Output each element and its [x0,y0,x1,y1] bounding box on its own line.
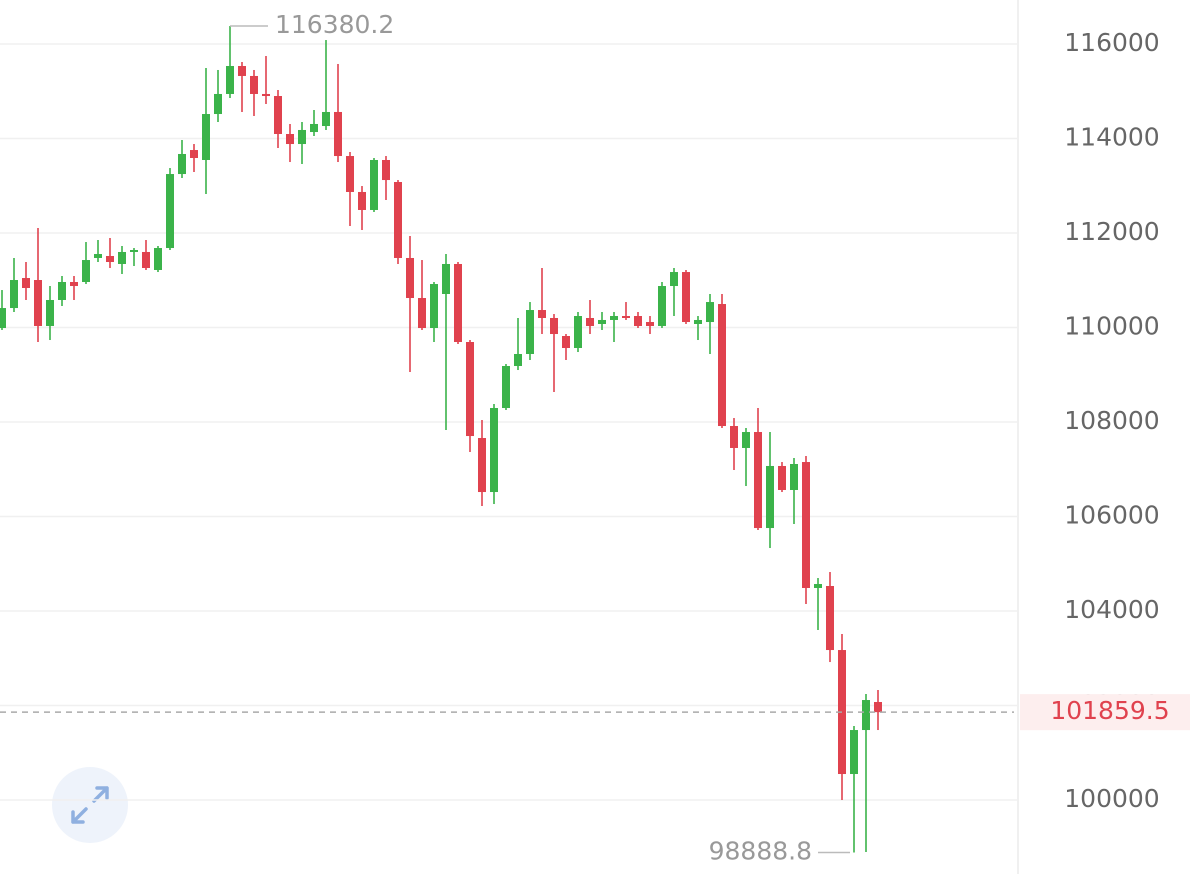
y-tick-label: 100000 [1064,784,1159,813]
min-label: 98888.8 [709,837,812,866]
y-tick-label: 108000 [1064,406,1159,435]
candle-body [478,438,486,493]
candle-body [94,254,102,258]
candle-body [274,96,282,135]
candle-body [502,366,510,409]
y-tick-label: 104000 [1064,595,1159,624]
expand-button[interactable] [52,767,128,843]
candle-body [190,150,198,159]
candle-body [154,248,162,270]
candle-body [142,251,150,269]
candle-body [370,159,378,210]
candle-body [58,281,66,300]
candle-body [646,322,654,326]
candle-body [742,432,750,448]
candle-body [574,316,582,349]
candle-body [262,93,270,97]
candle-body [166,174,174,249]
candle-body [346,156,354,192]
expand-icon[interactable] [71,786,109,824]
candle-body [802,462,810,588]
candle-body [454,263,462,343]
candle-body [862,700,870,731]
candle-body [118,251,126,264]
y-tick-label: 110000 [1064,311,1159,340]
candle-body [358,191,366,210]
candle-body [178,153,186,175]
candle-body [550,317,558,335]
y-tick-label: 112000 [1064,217,1159,246]
candle-body [526,310,534,355]
candle-body [586,317,594,326]
candle-body [790,464,798,490]
candle-body [634,316,642,326]
candle-body [322,111,330,127]
candle-body [598,319,606,324]
candle-body [46,299,54,326]
candle-body [406,257,414,299]
candle-body [226,66,234,94]
candle-body [214,93,222,115]
candle-body [106,256,114,263]
expand-circle[interactable] [52,767,128,843]
candle-body [814,584,822,588]
candle-body [466,342,474,437]
candle-body [0,308,6,329]
candle-body [718,304,726,427]
candle-body [130,250,138,252]
candle-body [22,278,30,288]
y-tick-label: 106000 [1064,500,1159,529]
candle-body [730,426,738,448]
candle-body [202,114,210,160]
candle-body [310,123,318,133]
candle-body [754,432,762,529]
candle-body [514,354,522,367]
candle-body [418,298,426,329]
candle-body [334,111,342,157]
candle-body [70,281,78,287]
candle-body [238,66,246,76]
candle-body [850,730,858,775]
candle-body [34,280,42,326]
candle-body [298,129,306,145]
candle-body [658,286,666,326]
candle-body [622,316,630,318]
candle-body [82,260,90,282]
candle-body [538,310,546,318]
candle-body [682,272,690,323]
candle-body [10,280,18,309]
candle-body [766,465,774,529]
candle-body [430,284,438,329]
last-price-box [1020,694,1190,731]
candle-body [694,319,702,324]
last-price-label: 101859.5 [1050,696,1169,725]
candle-body [670,272,678,287]
y-tick-label: 114000 [1064,122,1159,151]
max-label: 116380.2 [275,10,394,39]
candle-body [778,465,786,490]
y-tick-label: 116000 [1064,28,1159,57]
candle-body [490,408,498,493]
candle-body [394,182,402,258]
candle-body [826,586,834,651]
candle-body [706,302,714,323]
candle-body [874,702,882,713]
candle-body [442,263,450,294]
candle-body [382,159,390,181]
candle-body [286,134,294,145]
candle-body [250,75,258,94]
candle-body [562,336,570,349]
candle-body [610,316,618,320]
